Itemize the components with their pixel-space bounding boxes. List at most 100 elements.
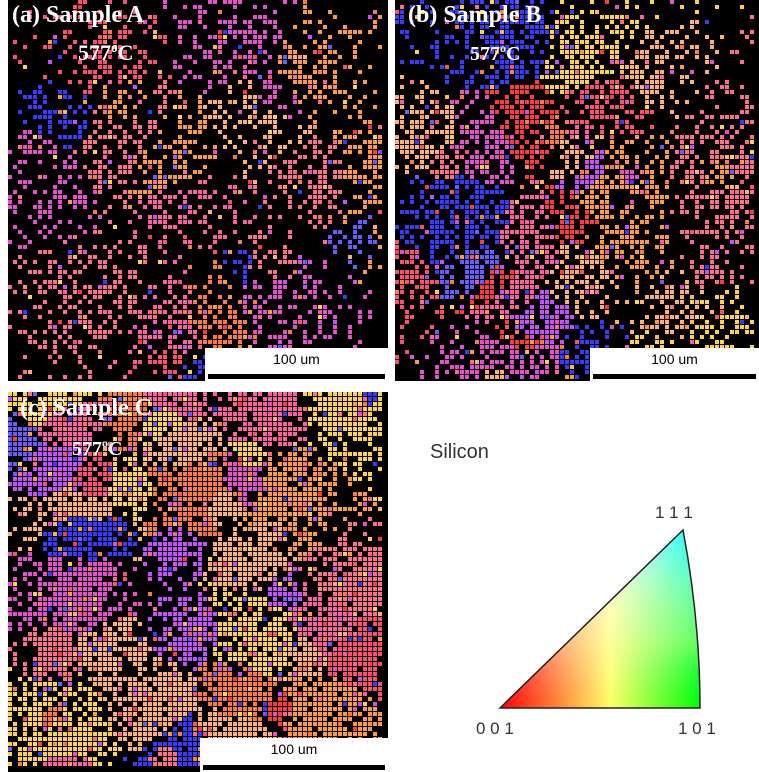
- grain-pixel: [480, 255, 484, 259]
- grain-pixel: [58, 392, 62, 396]
- grain-pixel: [645, 65, 649, 69]
- grain-pixel: [435, 110, 439, 114]
- grain-pixel: [143, 50, 147, 54]
- grain-pixel: [123, 417, 127, 421]
- grain-pixel: [353, 170, 357, 174]
- grain-pixel: [665, 235, 669, 239]
- grain-pixel: [555, 370, 559, 374]
- grain-pixel: [625, 90, 629, 94]
- grain-pixel: [258, 285, 262, 289]
- grain-pixel: [575, 50, 579, 54]
- grain-pixel: [253, 340, 257, 344]
- grain-pixel: [600, 245, 604, 249]
- grain-pixel: [298, 320, 302, 324]
- grain-pixel: [143, 150, 147, 154]
- grain-pixel: [178, 392, 182, 396]
- grain-pixel: [555, 175, 559, 179]
- grain-pixel: [53, 165, 57, 169]
- grain-pixel: [223, 80, 227, 84]
- grain-pixel: [580, 280, 584, 284]
- grain-pixel: [565, 150, 569, 154]
- grain-pixel: [343, 220, 347, 224]
- grain-pixel: [248, 185, 252, 189]
- grain-pixel: [78, 0, 82, 4]
- grain-pixel: [670, 330, 674, 334]
- grain-pixel: [485, 55, 489, 59]
- grain-pixel: [395, 95, 399, 99]
- grain-pixel: [645, 150, 649, 154]
- grain-pixel: [575, 70, 579, 74]
- grain-pixel: [193, 190, 197, 194]
- grain-pixel: [18, 310, 22, 314]
- grain-pixel: [520, 235, 524, 239]
- grain-pixel: [530, 295, 534, 299]
- grain-pixel: [515, 55, 519, 59]
- grain-pixel: [323, 180, 327, 184]
- grain-pixel: [500, 235, 504, 239]
- grain-pixel: [118, 30, 122, 34]
- grain-pixel: [575, 245, 579, 249]
- grain-pixel: [243, 402, 247, 406]
- grain-pixel: [208, 432, 212, 436]
- grain-pixel: [515, 320, 519, 324]
- grain-pixel: [480, 340, 484, 344]
- grain-pixel: [455, 25, 459, 29]
- grain-pixel: [288, 160, 292, 164]
- grain-pixel: [93, 335, 97, 339]
- grain-pixel: [48, 270, 52, 274]
- grain-pixel: [530, 290, 534, 294]
- grain-pixel: [435, 215, 439, 219]
- grain-pixel: [540, 100, 544, 104]
- grain-pixel: [268, 155, 272, 159]
- grain-pixel: [278, 280, 282, 284]
- grain-pixel: [138, 65, 142, 69]
- grain-pixel: [273, 250, 277, 254]
- grain-pixel: [600, 45, 604, 49]
- grain-pixel: [198, 195, 202, 199]
- grain-pixel: [480, 170, 484, 174]
- grain-pixel: [68, 275, 72, 279]
- grain-pixel: [690, 150, 694, 154]
- grain-pixel: [158, 432, 162, 436]
- grain-pixel: [665, 180, 669, 184]
- grain-pixel: [133, 412, 137, 416]
- grain-pixel: [535, 115, 539, 119]
- grain-pixel: [450, 325, 454, 329]
- grain-pixel: [173, 175, 177, 179]
- grain-pixel: [253, 35, 257, 39]
- grain-pixel: [395, 245, 399, 249]
- grain-pixel: [28, 215, 32, 219]
- grain-pixel: [243, 100, 247, 104]
- grain-pixel: [580, 170, 584, 174]
- grain-pixel: [183, 325, 187, 329]
- grain-pixel: [405, 145, 409, 149]
- grain-pixel: [600, 270, 604, 274]
- grain-pixel: [263, 397, 267, 401]
- grain-pixel: [740, 250, 744, 254]
- grain-pixel: [308, 35, 312, 39]
- grain-pixel: [690, 335, 694, 339]
- grain-pixel: [108, 0, 112, 4]
- grain-pixel: [740, 325, 744, 329]
- grain-pixel: [308, 185, 312, 189]
- grain-pixel: [590, 45, 594, 49]
- grain-pixel: [83, 140, 87, 144]
- grain-pixel: [348, 417, 352, 421]
- grain-pixel: [460, 10, 464, 14]
- grain-pixel: [415, 250, 419, 254]
- grain-pixel: [338, 392, 342, 396]
- grain-pixel: [48, 392, 52, 396]
- grain-pixel: [33, 270, 37, 274]
- grain-pixel: [153, 422, 157, 426]
- grain-pixel: [133, 115, 137, 119]
- grain-pixel: [425, 285, 429, 289]
- grain-pixel: [475, 305, 479, 309]
- grain-pixel: [475, 95, 479, 99]
- grain-pixel: [118, 110, 122, 114]
- grain-pixel: [313, 417, 317, 421]
- grain-pixel: [520, 215, 524, 219]
- grain-pixel: [670, 340, 674, 344]
- grain-pixel: [208, 275, 212, 279]
- grain-pixel: [293, 402, 297, 406]
- grain-pixel: [690, 165, 694, 169]
